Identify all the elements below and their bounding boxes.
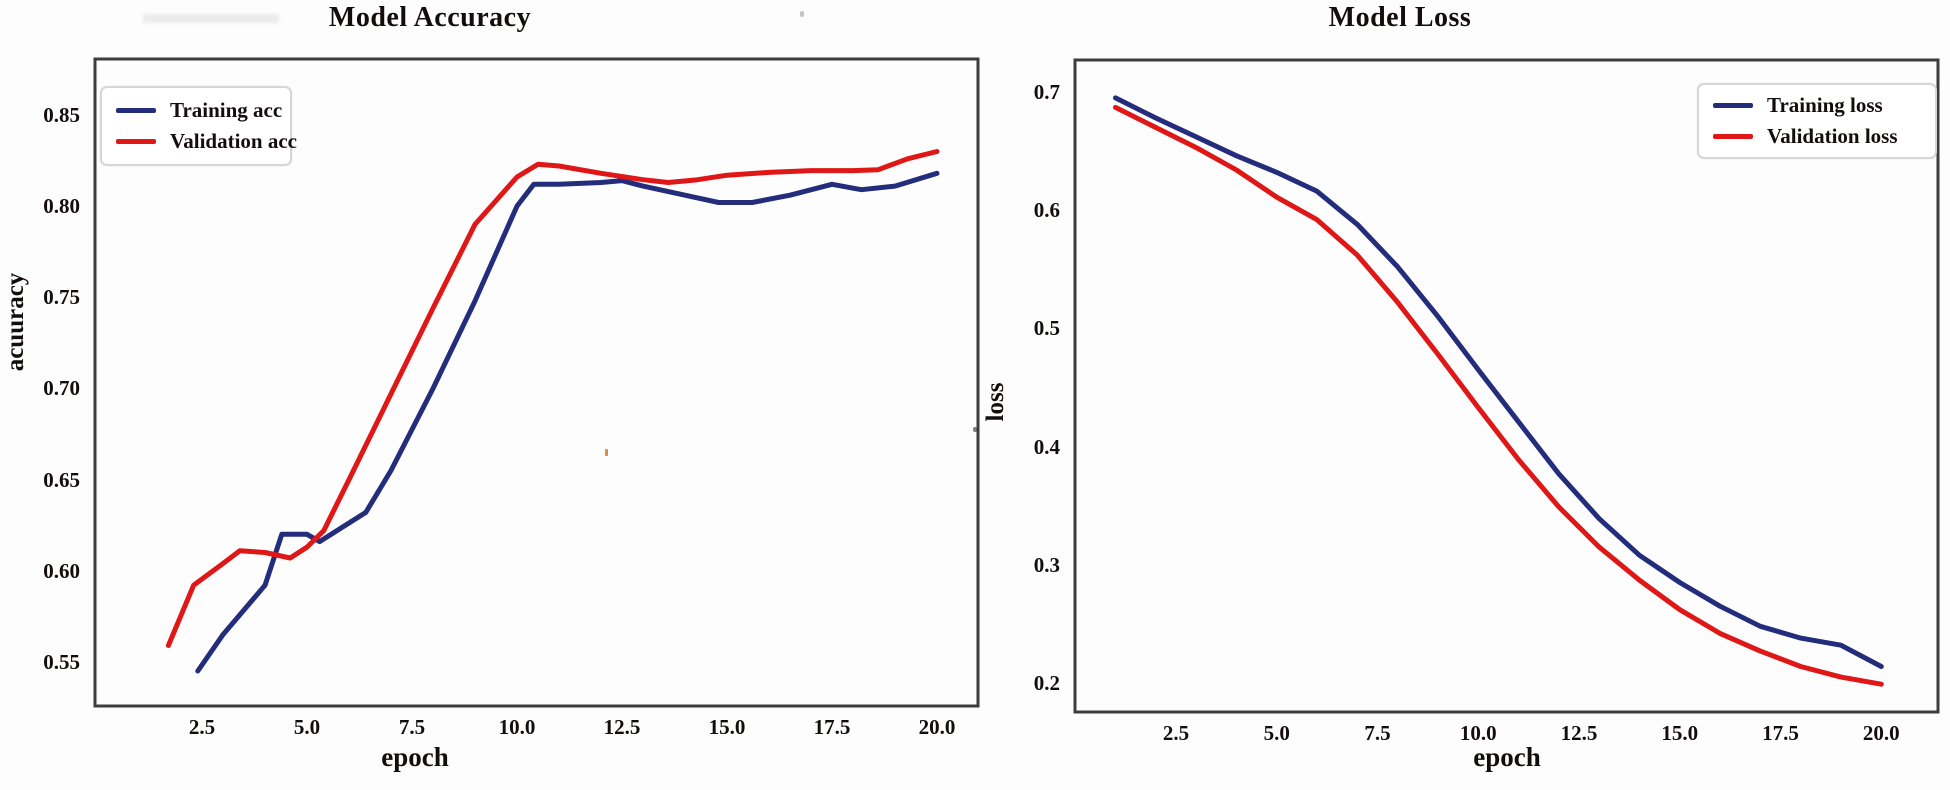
loss-ytick-0.5: 0.5 bbox=[1033, 316, 1060, 341]
legend-line-sample bbox=[116, 139, 156, 144]
loss-xtick-7.5: 7.5 bbox=[1364, 721, 1391, 745]
accuracy-series-validation-acc bbox=[165, 149, 940, 648]
loss-plot-box bbox=[1073, 58, 1940, 714]
loss-chart-title: Model Loss bbox=[1328, 2, 1472, 33]
acc-ytick-0.75: 0.75 bbox=[43, 285, 80, 310]
legend-line-sample bbox=[1713, 103, 1753, 108]
legend-label: Training acc bbox=[170, 98, 283, 122]
loss-series-training-loss bbox=[1113, 95, 1884, 669]
loss-xtick-20.0: 20.0 bbox=[1862, 721, 1900, 745]
legend-label: Validation acc bbox=[170, 129, 297, 153]
acc-ytick-0.60: 0.60 bbox=[43, 558, 80, 583]
loss-ytick-0.6: 0.6 bbox=[1033, 198, 1060, 223]
loss-ytick-0.4: 0.4 bbox=[1033, 434, 1060, 459]
legend-entry-training-loss: Training loss bbox=[1713, 93, 1921, 118]
acc-xtick-10.0: 10.0 bbox=[498, 715, 536, 739]
accuracy-plot-box bbox=[93, 57, 980, 708]
acc-xtick-20.0: 20.0 bbox=[918, 715, 956, 739]
acc-ytick-0.55: 0.55 bbox=[43, 649, 80, 674]
loss-xtick-2.5: 2.5 bbox=[1162, 721, 1190, 745]
acc-xtick-7.5: 7.5 bbox=[398, 715, 426, 739]
accuracy-x-axis-label: epoch bbox=[381, 742, 449, 772]
loss-x-axis-label: epoch bbox=[1473, 742, 1541, 772]
legend-entry-validation-acc: Validation acc bbox=[116, 129, 297, 154]
title-dot-artifact bbox=[800, 11, 804, 17]
legend-line-sample bbox=[116, 108, 156, 113]
acc-ytick-0.85: 0.85 bbox=[43, 103, 80, 127]
accuracy-legend: Training acc Validation acc bbox=[100, 86, 297, 166]
loss-y-axis-label: loss bbox=[982, 382, 1009, 422]
acc-xtick-12.5: 12.5 bbox=[603, 715, 641, 739]
loss-ytick-0.7: 0.7 bbox=[1033, 80, 1060, 104]
legend-label: Training loss bbox=[1767, 93, 1883, 117]
accuracy-series-training-acc bbox=[195, 170, 940, 674]
loss-xtick-12.5: 12.5 bbox=[1560, 721, 1598, 745]
acc-xtick-15.0: 15.0 bbox=[708, 715, 746, 739]
accuracy-chart-title: Model Accuracy bbox=[328, 2, 532, 33]
orange-speck-artifact bbox=[605, 449, 608, 456]
acc-xtick-5.0: 5.0 bbox=[293, 715, 321, 739]
loss-series-validation-loss bbox=[1113, 104, 1884, 687]
legend-entry-training-acc: Training acc bbox=[116, 98, 282, 123]
loss-xtick-17.5: 17.5 bbox=[1762, 721, 1799, 745]
loss-legend: Training loss Validation loss bbox=[1697, 83, 1937, 159]
acc-ytick-0.65: 0.65 bbox=[43, 467, 80, 492]
acc-ytick-0.80: 0.80 bbox=[43, 194, 80, 219]
legend-entry-validation-loss: Validation loss bbox=[1713, 124, 1921, 149]
loss-xtick-5.0: 5.0 bbox=[1263, 721, 1290, 745]
loss-xtick-10.0: 10.0 bbox=[1459, 721, 1497, 745]
loss-ytick-0.3: 0.3 bbox=[1033, 552, 1060, 577]
loss-xtick-15.0: 15.0 bbox=[1661, 721, 1699, 745]
loss-ytick-0.2: 0.2 bbox=[1033, 671, 1060, 695]
legend-label: Validation loss bbox=[1767, 124, 1898, 148]
acc-xtick-2.5: 2.5 bbox=[188, 715, 216, 739]
legend-line-sample bbox=[1713, 134, 1753, 139]
scan-smudge-artifact bbox=[143, 14, 279, 23]
loss-label-dot-artifact bbox=[973, 427, 977, 432]
acc-ytick-0.70: 0.70 bbox=[43, 376, 80, 401]
acc-xtick-17.5: 17.5 bbox=[813, 715, 851, 739]
